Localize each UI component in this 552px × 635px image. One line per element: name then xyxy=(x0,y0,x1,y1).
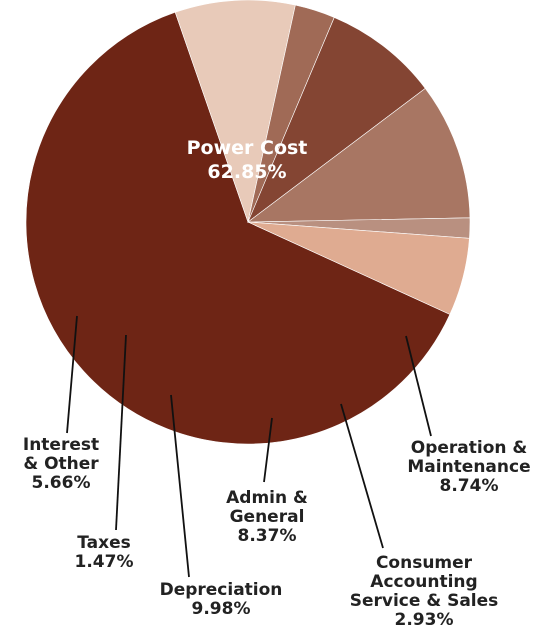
leader-line xyxy=(115,334,127,531)
slice-label: Admin & General 8.37% xyxy=(226,488,308,546)
pie-slices xyxy=(25,0,471,445)
pie-slice xyxy=(247,87,471,223)
slice-label: Depreciation 9.98% xyxy=(160,580,283,619)
slice-label: Interest & Other 5.66% xyxy=(23,435,99,493)
slice-label: Taxes 1.47% xyxy=(75,533,134,572)
leader-line xyxy=(405,335,432,437)
slice-labels: Power Cost 62.85% Operation & Maintenance 8.… xyxy=(23,137,531,630)
pie-slice xyxy=(174,0,296,224)
pie-slice xyxy=(25,11,451,445)
leader-line xyxy=(263,417,273,483)
pie-slice xyxy=(247,17,426,223)
leader-line xyxy=(66,315,78,434)
leader-line xyxy=(340,403,384,549)
slice-label: Consumer Accounting Service & Sales 2.93% xyxy=(350,553,499,630)
leader-line xyxy=(170,394,190,578)
slice-label: Operation & Maintenance 8.74% xyxy=(407,438,530,496)
pie-slice xyxy=(247,221,470,315)
slice-label: Power Cost 62.85% xyxy=(187,137,308,183)
leader-lines xyxy=(66,315,432,578)
